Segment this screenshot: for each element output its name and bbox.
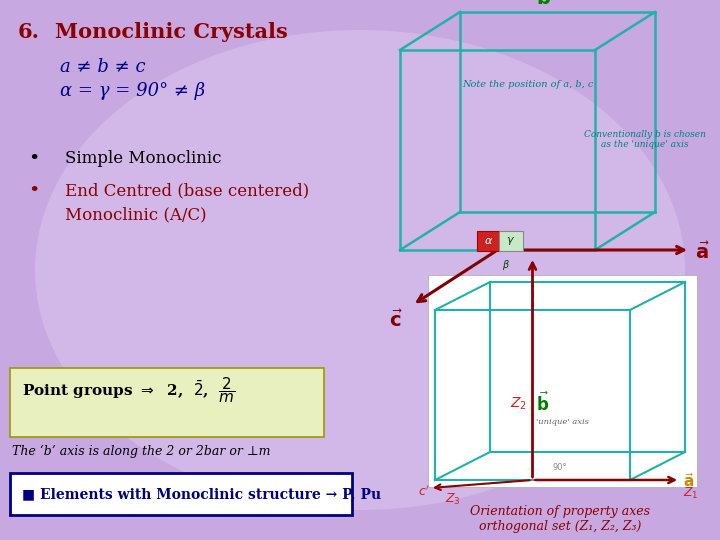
FancyBboxPatch shape <box>428 275 697 487</box>
Text: Monoclinic Crystals: Monoclinic Crystals <box>55 22 288 42</box>
Text: $\vec{\mathbf{a}}$: $\vec{\mathbf{a}}$ <box>683 472 694 490</box>
Text: $\beta$: $\beta$ <box>503 258 510 272</box>
Text: $c'$: $c'$ <box>418 485 430 500</box>
FancyBboxPatch shape <box>477 231 500 251</box>
Text: 90°: 90° <box>552 463 567 472</box>
Text: $\vec{\mathbf{a}}$: $\vec{\mathbf{a}}$ <box>695 242 710 263</box>
Text: 6.: 6. <box>18 22 40 42</box>
Text: •: • <box>28 182 40 200</box>
Text: $\gamma$: $\gamma$ <box>506 235 515 247</box>
Text: 'unique' axis: 'unique' axis <box>536 418 588 427</box>
Text: Note the position of a, b, c: Note the position of a, b, c <box>462 80 593 89</box>
Text: The ‘b’ axis is along the 2 or 2bar or ⊥m: The ‘b’ axis is along the 2 or 2bar or ⊥… <box>12 445 271 458</box>
Text: •: • <box>28 150 40 168</box>
Text: $Z_2$: $Z_2$ <box>510 395 528 411</box>
Text: $\vec{\mathbf{b}}$: $\vec{\mathbf{b}}$ <box>536 0 551 9</box>
Text: α = γ = 90° ≠ β: α = γ = 90° ≠ β <box>60 82 205 100</box>
Text: Simple Monoclinic: Simple Monoclinic <box>65 150 222 167</box>
Text: a ≠ b ≠ c: a ≠ b ≠ c <box>60 58 145 76</box>
Text: $\alpha$: $\alpha$ <box>484 236 493 246</box>
Text: End Centred (base centered)
Monoclinic (A/C): End Centred (base centered) Monoclinic (… <box>65 182 310 224</box>
Text: $Z_3$: $Z_3$ <box>445 492 461 507</box>
FancyBboxPatch shape <box>10 368 324 437</box>
Text: $Z_1$: $Z_1$ <box>683 486 698 501</box>
Text: ■ Elements with Monoclinic structure → P, Pu: ■ Elements with Monoclinic structure → P… <box>22 487 381 501</box>
Text: Orientation of property axes
orthogonal set (Z₁, Z₂, Z₃): Orientation of property axes orthogonal … <box>470 505 650 533</box>
Text: Conventionally b is chosen
as the 'unique' axis: Conventionally b is chosen as the 'uniqu… <box>584 130 706 150</box>
FancyBboxPatch shape <box>10 473 352 515</box>
Ellipse shape <box>35 30 685 510</box>
Text: $\vec{\mathbf{b}}$: $\vec{\mathbf{b}}$ <box>536 392 549 415</box>
Text: $\vec{\mathbf{c}}$: $\vec{\mathbf{c}}$ <box>389 310 402 331</box>
FancyBboxPatch shape <box>498 231 523 251</box>
Text: Point groups $\Rightarrow$  2,  $\bar{2}$,  $\dfrac{2}{m}$: Point groups $\Rightarrow$ 2, $\bar{2}$,… <box>22 375 235 405</box>
